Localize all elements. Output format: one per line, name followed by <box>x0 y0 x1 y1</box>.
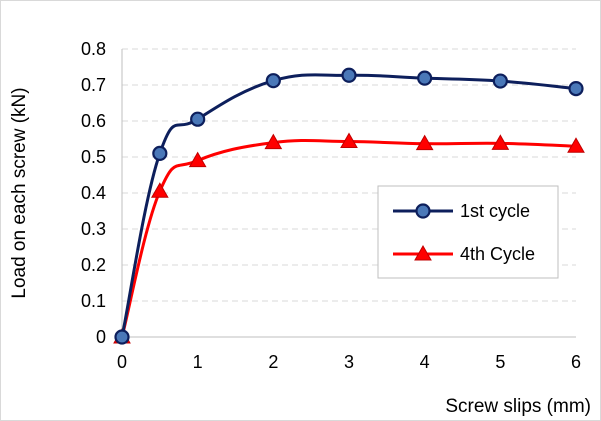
y-tick-label-8: 0.8 <box>81 39 106 59</box>
x-tick-label-6: 6 <box>571 352 581 372</box>
series-2-point-5 <box>415 134 434 151</box>
x-tick-label-4: 4 <box>420 352 430 372</box>
series-1-point-7 <box>568 80 584 97</box>
y-tick-label-7: 0.7 <box>81 75 106 95</box>
series-1-point-6 <box>492 73 508 89</box>
y-tick-label-4: 0.4 <box>81 183 106 203</box>
axes <box>121 49 576 338</box>
y-tick-label-0: 0 <box>96 327 106 347</box>
y-tick-labels: 0 0.1 0.2 0.3 0.4 0.5 0.6 0.7 0.8 <box>81 39 106 347</box>
y-tick-label-2: 0.2 <box>81 255 106 275</box>
series-1-point-0 <box>114 329 130 345</box>
series-2-point-2 <box>188 151 207 168</box>
x-tick-labels: 0 1 2 3 4 5 6 <box>117 352 581 372</box>
x-tick-label-5: 5 <box>495 352 505 372</box>
series-2-point-6 <box>491 134 510 150</box>
x-tick-label-2: 2 <box>268 352 278 372</box>
legend: 1st cycle 4th Cycle <box>377 185 559 279</box>
series-2-point-4 <box>340 132 358 149</box>
x-tick-label-3: 3 <box>344 352 354 372</box>
y-tick-label-5: 0.5 <box>81 147 106 167</box>
series-2 <box>113 132 585 344</box>
series-2-point-3 <box>264 133 283 150</box>
legend-box <box>377 185 559 279</box>
series-1-point-1 <box>152 145 168 161</box>
series-line-1 <box>120 73 577 338</box>
legend-marker-2 <box>414 244 432 261</box>
legend-marker-1 <box>415 203 431 219</box>
legend-label-2: 4th Cycle <box>460 244 535 264</box>
series-1-point-2 <box>190 111 206 127</box>
x-tick-label-1: 1 <box>193 352 203 372</box>
series-1-point-5 <box>417 70 433 86</box>
y-tick-label-6: 0.6 <box>81 111 106 131</box>
series-2-point-1 <box>150 182 169 198</box>
y-tick-label-1: 0.1 <box>81 291 106 311</box>
x-tick-label-0: 0 <box>117 352 127 372</box>
x-axis-title: Screw slips (mm) <box>445 396 591 417</box>
y-tick-label-3: 0.3 <box>81 219 106 239</box>
y-axis-title: Load on each screw (kN) <box>9 87 30 298</box>
legend-label-1: 1st cycle <box>460 201 530 221</box>
series-layer <box>113 67 585 345</box>
series-1-point-3 <box>265 73 281 89</box>
series-1-point-4 <box>341 67 357 83</box>
series-1 <box>114 67 584 345</box>
series-2-point-7 <box>567 137 585 153</box>
